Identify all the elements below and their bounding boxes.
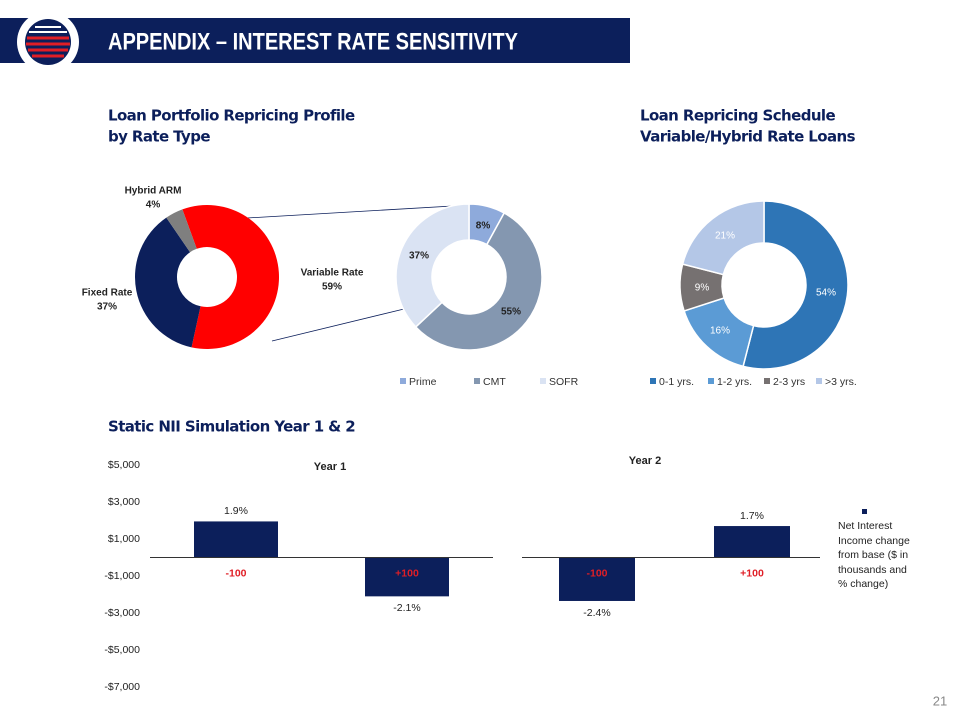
connector xyxy=(246,204,471,219)
bar xyxy=(714,526,790,558)
data-label: 21% xyxy=(715,231,735,242)
bar xyxy=(194,521,278,558)
section-title: Static NII Simulation Year 1 & 2 xyxy=(108,418,355,436)
data-label: 37% xyxy=(97,302,117,313)
pct-label: 1.9% xyxy=(224,505,248,517)
y-tick-label: $5,000 xyxy=(108,459,140,471)
donut-segment xyxy=(135,217,201,348)
x-tick-label: -100 xyxy=(586,567,607,579)
donut-segment xyxy=(414,212,543,351)
y-tick-label: $3,000 xyxy=(108,496,140,508)
legend-swatch xyxy=(650,378,656,384)
pct-label: -2.1% xyxy=(393,602,420,614)
legend-text: Net Interest Income change from base ($ … xyxy=(838,520,910,590)
y-tick-label: $1,000 xyxy=(108,533,140,545)
data-label: 8% xyxy=(476,221,491,232)
header-bar xyxy=(0,18,630,63)
y-tick-label: -$7,000 xyxy=(104,681,140,693)
data-label-name: Hybrid ARM xyxy=(125,186,182,197)
data-label: 9% xyxy=(695,283,710,294)
chart-title: Year 2 xyxy=(629,455,661,467)
chart-title: Loan Repricing Schedule xyxy=(640,107,835,125)
data-label: 55% xyxy=(501,307,521,318)
legend-swatch xyxy=(816,378,822,384)
legend-label: 2-3 yrs xyxy=(773,376,805,388)
legend-swatch xyxy=(862,509,867,514)
legend-label: Prime xyxy=(409,376,437,388)
chart-title: by Rate Type xyxy=(108,128,210,146)
legend-label: SOFR xyxy=(549,376,579,388)
legend-swatch xyxy=(400,378,406,384)
x-tick-label: +100 xyxy=(740,567,764,579)
y-tick-label: -$3,000 xyxy=(104,607,140,619)
x-tick-label: -100 xyxy=(225,567,246,579)
donut-segment xyxy=(395,203,470,329)
data-label: 37% xyxy=(409,251,429,262)
pct-label: -2.4% xyxy=(583,607,610,619)
legend-label: 1-2 yrs. xyxy=(717,376,752,388)
y-tick-label: -$1,000 xyxy=(104,570,140,582)
logo xyxy=(17,11,79,73)
header-title: APPENDIX – INTEREST RATE SENSITIVITY xyxy=(108,28,518,55)
data-label: 4% xyxy=(146,200,161,211)
legend-swatch xyxy=(540,378,546,384)
donut-segment xyxy=(681,200,765,276)
bar xyxy=(559,557,635,601)
donut-segment xyxy=(742,200,849,370)
chart-title: Variable/Hybrid Rate Loans xyxy=(640,128,856,146)
data-label: 59% xyxy=(322,282,342,293)
pct-label: 1.7% xyxy=(740,510,764,522)
chart-title: Loan Portfolio Repricing Profile xyxy=(108,107,355,125)
legend-label: >3 yrs. xyxy=(825,376,857,388)
data-label-name: Variable Rate xyxy=(301,268,364,279)
legend-label: 0-1 yrs. xyxy=(659,376,694,388)
legend-swatch xyxy=(708,378,714,384)
connector xyxy=(271,308,405,342)
donut-segment xyxy=(182,205,279,349)
chart-title: Year 1 xyxy=(314,461,346,473)
data-label: 16% xyxy=(710,326,730,337)
data-label: 54% xyxy=(816,288,836,299)
legend-swatch xyxy=(474,378,480,384)
bar xyxy=(365,557,449,597)
x-tick-label: +100 xyxy=(395,567,419,579)
legend-swatch xyxy=(764,378,770,384)
legend-label: CMT xyxy=(483,376,506,388)
data-label-name: Fixed Rate xyxy=(82,288,133,299)
y-tick-label: -$5,000 xyxy=(104,644,140,656)
page-number: 21 xyxy=(933,693,947,708)
donut-segment xyxy=(166,209,197,253)
